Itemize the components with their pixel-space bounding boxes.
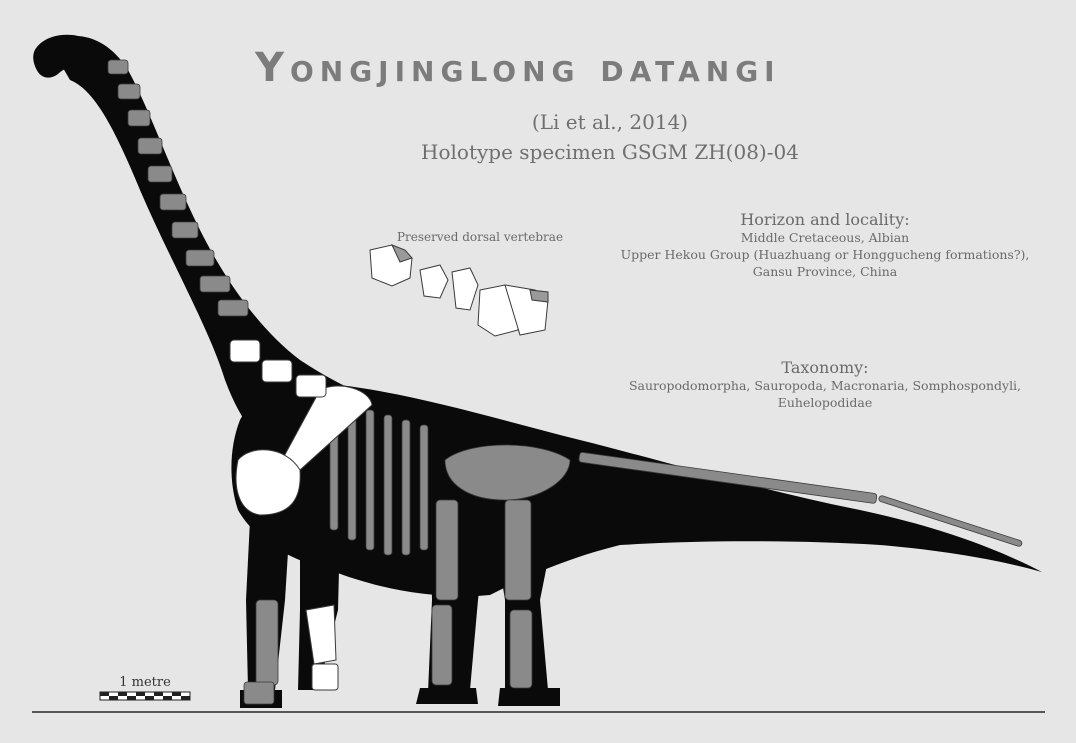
citation: (Li et al., 2014) xyxy=(531,110,689,134)
horizon-line: Upper Hekou Group (Huazhuang or Hongguch… xyxy=(620,247,1030,262)
scale-bar-label: 1 metre xyxy=(119,675,171,690)
taxonomy-heading: Taxonomy: xyxy=(781,358,869,377)
taxonomy-block: Taxonomy: Sauropodomorpha, Sauropoda, Ma… xyxy=(600,358,1050,411)
dorsal-vertebrae-inset xyxy=(369,244,549,337)
scale-bar xyxy=(99,691,191,701)
holotype-specimen: Holotype specimen GSGM ZH(08)-04 xyxy=(421,140,799,164)
horizon-line: Middle Cretaceous, Albian xyxy=(740,230,910,245)
skeleton-bones xyxy=(107,59,1023,705)
horizon-line: Gansu Province, China xyxy=(752,264,898,279)
preserved-bones xyxy=(229,339,373,691)
taxonomy-line: Euhelopodidae xyxy=(777,395,873,410)
species-title: Yongjinglong datangi xyxy=(255,45,781,91)
horizon-locality-block: Horizon and locality: Middle Cretaceous,… xyxy=(600,210,1050,280)
taxonomy-line: Sauropodomorpha, Sauropoda, Macronaria, … xyxy=(628,378,1022,393)
vertebrae-label: Preserved dorsal vertebrae xyxy=(396,230,564,244)
horizon-heading: Horizon and locality: xyxy=(740,210,910,229)
